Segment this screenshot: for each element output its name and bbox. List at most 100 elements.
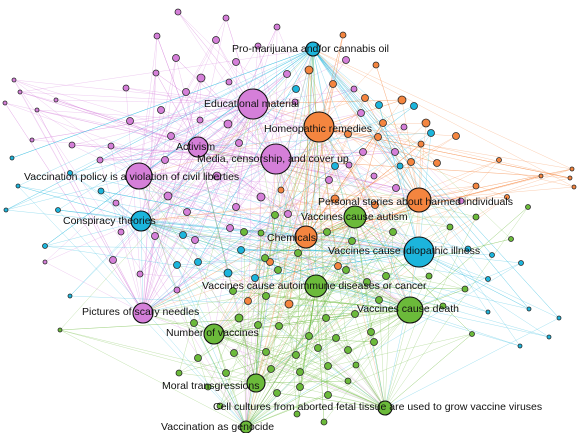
network-edge [312,48,329,367]
network-edge [312,48,530,310]
network-edge [176,158,277,291]
network-node [350,85,358,93]
network-edge [233,216,356,354]
network-edge [347,349,386,409]
network-edge [225,372,247,428]
network-edge [213,333,375,343]
network-edge [318,126,571,179]
network-edge [138,175,209,388]
network-edge [245,394,329,428]
network-edge [197,146,289,215]
network-edge [418,168,573,201]
network-edge [305,135,457,238]
network-edge [138,175,231,229]
network-edge [384,231,394,409]
network-edge [347,133,420,201]
network-edge [264,257,411,311]
network-node [348,237,356,245]
network-node [153,32,161,40]
network-node [34,107,40,113]
hub-edge [245,236,307,428]
network-node [332,334,340,342]
network-edge [55,99,199,148]
network-node [191,236,199,244]
network-node [15,183,21,189]
label-educational-material: Educational material [204,98,299,110]
network-edge [139,158,277,275]
network-node [237,246,245,254]
network-edge [275,59,347,160]
network-edge [375,64,420,201]
network-edge [255,337,337,384]
network-edge [299,309,411,388]
node-vaccines-idiopathic [403,236,435,268]
network-edge [418,251,530,310]
label-scary-needles: Pictures of scary needles [82,306,199,318]
network-edge [139,103,254,275]
network-node [518,260,524,266]
network-edge [193,322,247,428]
network-node [457,197,465,205]
network-node [216,402,224,410]
network-node [417,140,425,148]
hub-edge [197,146,257,384]
network-edge [138,91,187,177]
network-node [324,362,332,370]
network-node [223,268,233,278]
network-node [339,31,347,39]
network-edge [245,275,430,428]
network-node [517,343,523,349]
network-node [196,73,206,83]
network-edge [255,252,299,384]
network-node [323,228,331,236]
network-node [53,97,59,103]
network-edge [305,122,427,238]
hub-edge [138,48,314,177]
network-edge [255,317,327,384]
network-edge [139,146,199,275]
network-edge [69,172,386,409]
network-edge [245,394,329,428]
network-edge [243,231,247,428]
network-node [314,344,322,352]
network-edge [318,126,349,351]
network-node [452,132,460,140]
network-node [261,254,269,262]
network-edge [238,317,257,384]
network-edge [138,175,397,189]
network-node [232,58,240,66]
network-node [571,184,577,190]
network-edge [155,72,277,160]
network-edge [99,146,199,161]
network-edge [276,392,386,409]
network-edge [139,273,317,287]
network-edge [44,175,140,263]
network-edge [418,196,508,253]
network-edge [178,103,254,374]
network-node [508,236,514,242]
network-edge [257,324,386,409]
network-edge [245,392,278,428]
network-edge [213,333,375,343]
network-edge [142,105,415,314]
network-edge [31,103,254,141]
network-node [173,261,181,269]
network-edge [326,231,386,409]
network-edge [100,190,420,253]
network-node [296,368,304,376]
network-edge [186,211,215,335]
network-node [222,369,230,377]
network-edge [197,45,259,148]
network-edge [260,232,411,311]
network-edge [305,69,310,238]
network-edge [140,220,349,351]
network-edge [233,352,386,409]
hub-edge [142,216,356,314]
network-edge [278,309,411,327]
network-node [68,141,76,149]
network-edge [305,143,422,238]
network-edge [142,26,278,314]
hub-edge [140,146,199,222]
network-node [271,211,279,219]
node-vaccines-death [396,296,424,324]
